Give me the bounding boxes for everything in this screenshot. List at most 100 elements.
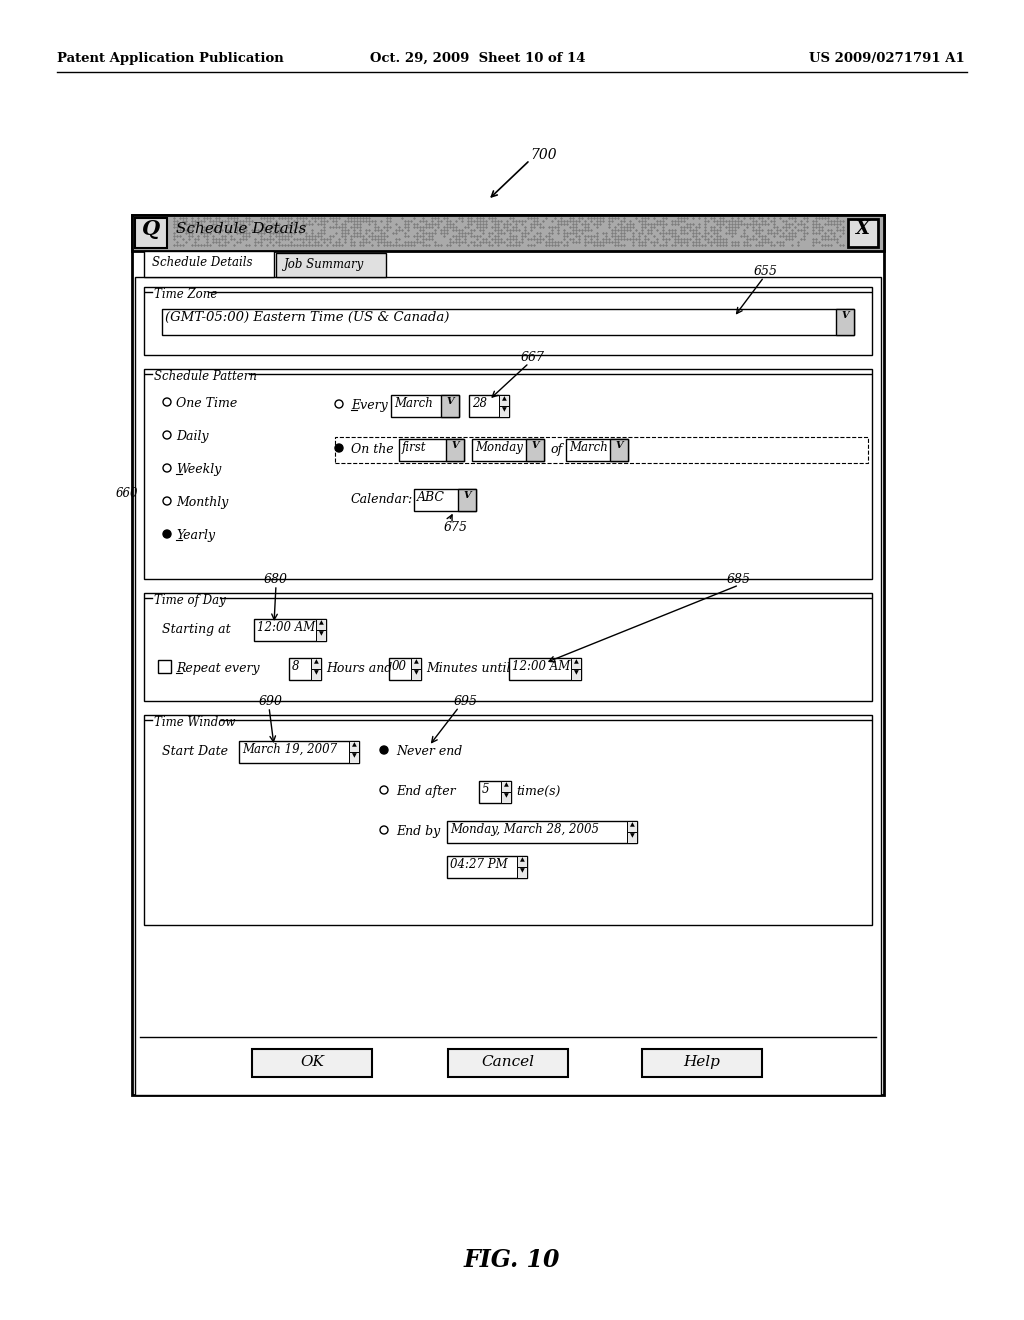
Text: ▼: ▼	[630, 833, 635, 838]
Bar	[349, 741, 359, 752]
Text: Hours and: Hours and	[326, 663, 392, 675]
Text: ▲: ▲	[351, 742, 356, 747]
Text: Starting at: Starting at	[162, 623, 230, 636]
Text: Yearly: Yearly	[176, 529, 215, 543]
Bar	[526, 440, 544, 461]
Bar	[441, 395, 459, 417]
Bar	[411, 669, 421, 680]
Text: V: V	[463, 491, 471, 500]
Bar	[472, 440, 544, 461]
Bar	[627, 832, 637, 843]
Bar	[571, 657, 581, 669]
Bar	[642, 1049, 762, 1077]
Text: 12:00 AM: 12:00 AM	[512, 660, 570, 673]
Text: ▲: ▲	[630, 822, 635, 828]
Bar	[144, 286, 872, 355]
Text: Patent Application Publication: Patent Application Publication	[57, 51, 284, 65]
Text: Q: Q	[142, 219, 160, 239]
Text: ▼: ▼	[313, 671, 318, 675]
Text: Oct. 29, 2009  Sheet 10 of 14: Oct. 29, 2009 Sheet 10 of 14	[370, 51, 586, 65]
Text: Cancel: Cancel	[481, 1055, 535, 1069]
Circle shape	[380, 785, 388, 795]
Text: One Time: One Time	[176, 397, 238, 411]
Text: Calendar:: Calendar:	[351, 492, 414, 506]
Text: Weekly: Weekly	[176, 463, 221, 477]
Bar	[239, 741, 359, 763]
Bar	[836, 309, 854, 335]
Bar	[132, 215, 884, 251]
Text: 667: 667	[521, 351, 545, 364]
Text: Never end: Never end	[396, 744, 462, 758]
Bar	[135, 277, 881, 1096]
Bar	[311, 669, 321, 680]
Text: Daily: Daily	[176, 430, 209, 444]
Text: 28: 28	[472, 397, 487, 411]
Text: Time Window: Time Window	[154, 715, 236, 729]
Text: 12:00 AM: 12:00 AM	[257, 620, 315, 634]
Circle shape	[335, 400, 343, 408]
Text: 660: 660	[116, 487, 138, 500]
Bar	[132, 215, 884, 1096]
Text: On the: On the	[351, 444, 393, 455]
Bar	[509, 657, 581, 680]
Text: V: V	[531, 441, 539, 450]
Text: ▲: ▲	[502, 396, 507, 401]
Bar	[458, 488, 476, 511]
Bar	[289, 657, 321, 680]
Bar	[449, 1049, 568, 1077]
Text: US 2009/0271791 A1: US 2009/0271791 A1	[809, 51, 965, 65]
Text: Job Summary: Job Summary	[284, 257, 365, 271]
Text: X: X	[856, 220, 870, 238]
Bar	[162, 309, 854, 335]
Text: (GMT-05:00) Eastern Time (US & Canada): (GMT-05:00) Eastern Time (US & Canada)	[165, 312, 450, 323]
Circle shape	[163, 432, 171, 440]
Bar	[144, 370, 872, 579]
Text: ▲: ▲	[504, 781, 508, 787]
Text: OK: OK	[300, 1055, 324, 1069]
Bar	[610, 440, 628, 461]
Text: 685: 685	[727, 573, 751, 586]
Text: ▼: ▼	[504, 793, 508, 799]
Text: 680: 680	[264, 573, 288, 586]
Bar	[501, 781, 511, 792]
Bar	[316, 619, 326, 630]
Bar	[501, 792, 511, 803]
Text: Time of Day: Time of Day	[154, 594, 225, 607]
Bar	[414, 488, 476, 511]
Bar	[499, 407, 509, 417]
Bar	[479, 781, 511, 803]
Bar	[276, 253, 386, 277]
Text: Monday, March 28, 2005: Monday, March 28, 2005	[450, 822, 599, 836]
Text: Schedule Pattern: Schedule Pattern	[154, 370, 257, 383]
Bar	[469, 395, 509, 417]
Bar	[252, 1049, 372, 1077]
Text: ▼: ▼	[318, 631, 324, 636]
Text: time(s): time(s)	[516, 785, 560, 799]
Circle shape	[163, 498, 171, 506]
Text: Monday: Monday	[475, 441, 523, 454]
Bar	[848, 219, 878, 247]
Text: Repeat every: Repeat every	[176, 663, 260, 675]
Text: ▲: ▲	[414, 659, 419, 664]
Text: End by: End by	[396, 825, 440, 838]
Text: first: first	[402, 441, 427, 454]
Text: 695: 695	[454, 696, 478, 708]
Text: ▲: ▲	[519, 857, 524, 862]
Bar	[135, 218, 167, 248]
Bar	[389, 657, 421, 680]
Text: Help: Help	[684, 1055, 721, 1069]
Text: ▼: ▼	[502, 407, 507, 412]
Circle shape	[335, 444, 343, 451]
Text: ▼: ▼	[573, 671, 579, 675]
Text: V: V	[841, 312, 849, 319]
Bar	[627, 821, 637, 832]
Circle shape	[163, 465, 171, 473]
Text: ▲: ▲	[318, 620, 324, 624]
Bar	[349, 752, 359, 763]
Text: Schedule Details: Schedule Details	[152, 256, 253, 269]
Bar	[571, 669, 581, 680]
Bar	[446, 440, 464, 461]
Text: March 19, 2007: March 19, 2007	[242, 743, 337, 756]
Text: ▼: ▼	[519, 869, 524, 873]
Text: ▲: ▲	[573, 659, 579, 664]
